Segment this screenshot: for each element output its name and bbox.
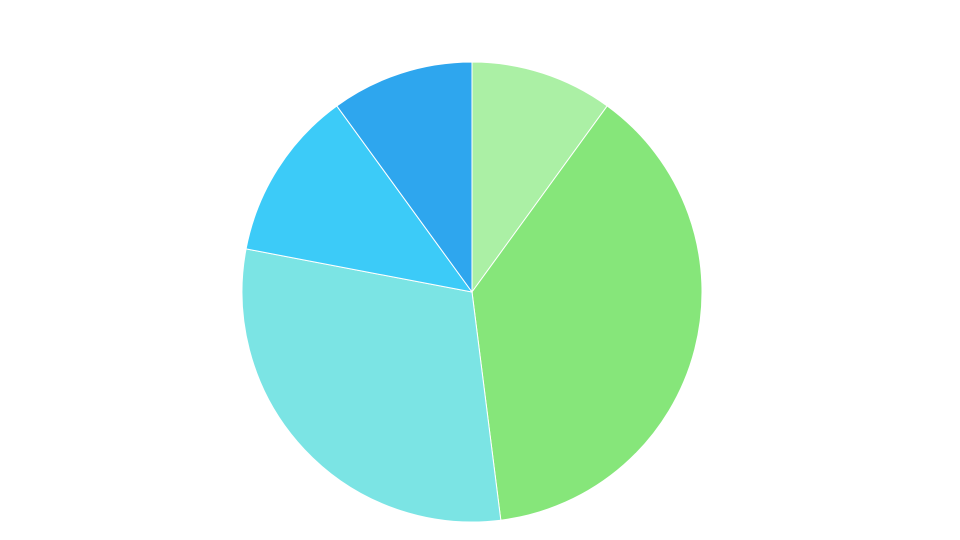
pie-slice <box>245 105 474 293</box>
pie-slice <box>336 61 473 294</box>
pie-slice <box>471 61 608 294</box>
pie-slice <box>471 105 703 521</box>
pie-slice <box>241 248 502 523</box>
